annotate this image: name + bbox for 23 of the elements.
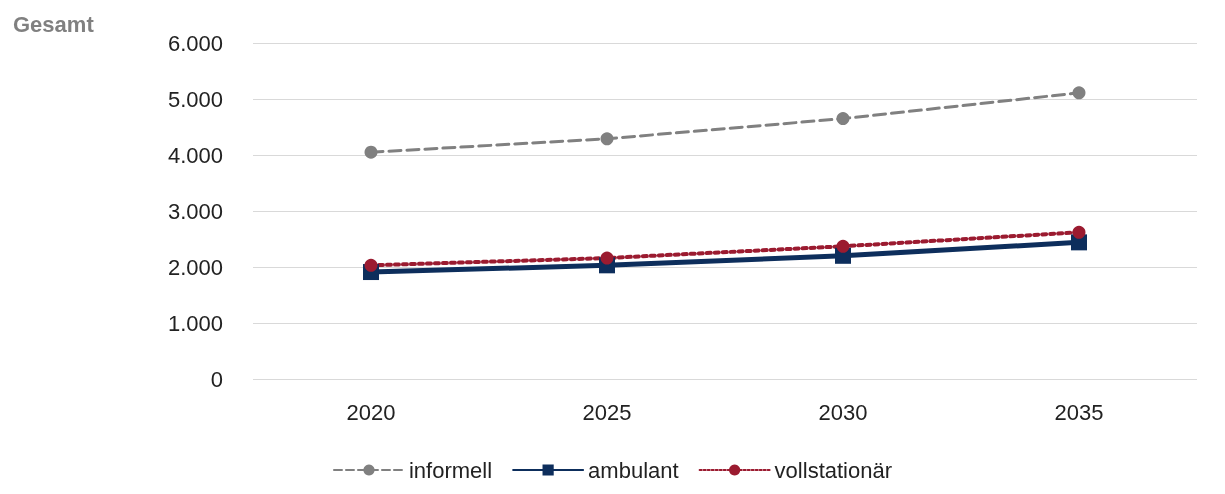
y-tick-label: 5.000: [167, 86, 223, 112]
x-tick-label: 2020: [346, 399, 396, 425]
x-tick-label: 2035: [1054, 399, 1104, 425]
y-tick-label: 4.000: [167, 142, 223, 168]
x-tick-label: 2030: [818, 399, 868, 425]
y-tick-label: 6.000: [167, 30, 223, 56]
point: [600, 251, 614, 265]
point: [1072, 225, 1086, 239]
point: [1072, 86, 1086, 100]
legend-label: ambulant: [588, 457, 679, 483]
point: [600, 132, 614, 146]
text: Gesamt: [13, 11, 95, 37]
legend-label: informell: [408, 457, 493, 483]
x-tick-label: 2025: [582, 399, 632, 425]
point: [836, 239, 850, 253]
y-tick-label: 0: [210, 366, 223, 392]
y-tick-label: 3.000: [167, 198, 223, 224]
point: [836, 112, 850, 126]
y-tick-label: 2.000: [167, 254, 223, 280]
legend-label: vollstationär: [774, 457, 893, 483]
point: [364, 145, 378, 159]
point: [364, 258, 378, 272]
y-tick-label: 1.000: [167, 310, 223, 336]
